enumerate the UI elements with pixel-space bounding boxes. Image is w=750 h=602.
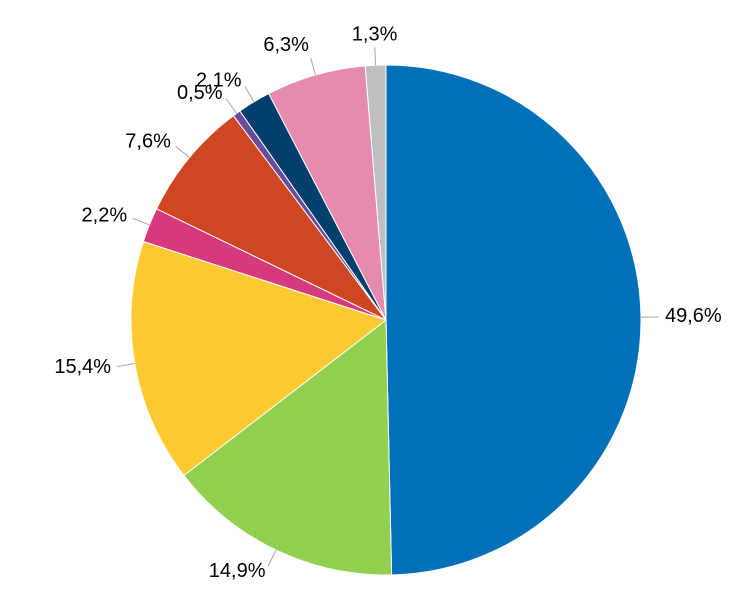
data-label: 6,3% <box>263 34 309 56</box>
leader-line <box>132 217 150 226</box>
data-label: 1,3% <box>352 24 398 46</box>
leader-line <box>175 145 190 159</box>
data-label: 14,9% <box>209 560 266 582</box>
data-label: 2,1% <box>196 70 242 92</box>
leader-line <box>225 98 238 114</box>
data-label: 7,6% <box>125 131 171 153</box>
pie-slice <box>364 64 387 321</box>
leader-line <box>116 362 135 368</box>
pie-slice <box>385 64 642 576</box>
data-label: 2,2% <box>82 204 128 226</box>
data-label: 0,5% <box>177 82 223 104</box>
pie-slice <box>130 240 388 477</box>
leader-line <box>244 86 255 103</box>
leader-line <box>310 57 317 76</box>
data-label: 15,4% <box>54 356 111 378</box>
data-label: 49,6% <box>665 305 722 327</box>
leader-line <box>267 549 277 567</box>
leader-line <box>374 47 377 66</box>
